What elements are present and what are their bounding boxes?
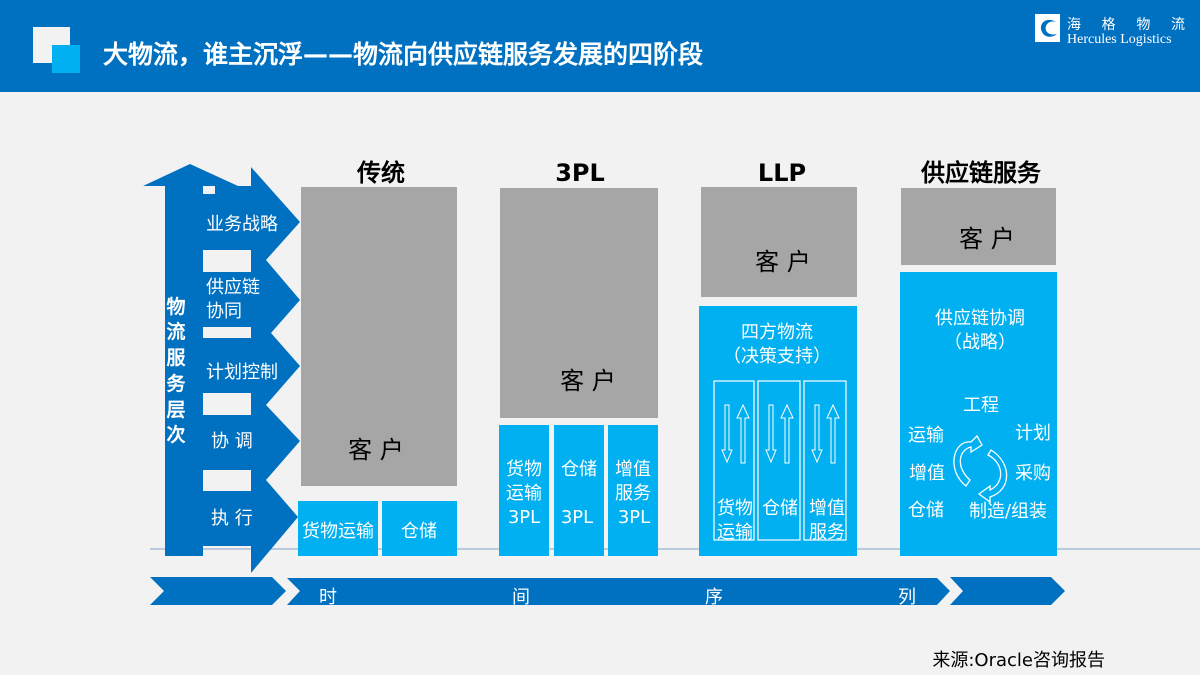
down-arrow-icon: [811, 404, 823, 464]
customer-block: [500, 188, 658, 418]
time-label-char: 序: [705, 587, 723, 608]
page-title: 大物流，谁主沉浮——物流向供应链服务发展的四阶段: [103, 40, 703, 69]
cycle-label: 运输: [908, 425, 944, 446]
up-arrow-icon: [143, 164, 238, 556]
service-frame: [713, 380, 755, 541]
customer-block: [301, 187, 457, 486]
service-label: 仓储: [561, 459, 597, 480]
level-coordination: 协 调: [211, 431, 253, 452]
cycle-label: 制造/组装: [969, 501, 1047, 522]
coordination-subtitle: （战略）: [944, 332, 1016, 353]
service-label: 货物: [506, 459, 542, 480]
cycle-arrows-icon: [953, 434, 1008, 504]
stage-supply-chain-service: 供应链服务 客 户 供应链协调 （战略） 工程 运输 计划 增值 采购 仓储 制…: [900, 159, 1057, 556]
vertical-label-char: 服: [166, 347, 186, 369]
level-supply-chain: 供应链: [206, 277, 260, 298]
level-execution: 执 行: [211, 508, 253, 529]
service-label: 服务: [615, 483, 651, 504]
customer-block: [901, 188, 1056, 265]
stage-title: 传统: [356, 159, 405, 187]
service-label: 服务: [809, 522, 845, 543]
service-box: [298, 501, 378, 556]
up-arrow-icon: [826, 403, 840, 464]
stage-3pl: 3PL 客 户 货物 运输 3PL 仓储 3PL 增值 服务 3PL: [499, 159, 658, 556]
cycle-label: 工程: [963, 395, 999, 416]
stage-traditional: 传统 客 户 货物运输 仓储: [298, 159, 457, 556]
down-arrow-icon: [765, 404, 777, 464]
up-arrow-icon: [780, 403, 794, 464]
level-collaboration: 协同: [206, 301, 242, 322]
service-label: 运输: [717, 522, 753, 543]
chevron-icon: [150, 577, 286, 605]
source-note: 来源:Oracle咨询报告: [932, 650, 1105, 671]
chevron-icon: [287, 578, 950, 605]
service-box: [382, 501, 457, 556]
coordination-title: 供应链协调: [935, 308, 1025, 329]
customer-label: 客 户: [348, 436, 404, 464]
service-label: 运输: [506, 483, 542, 504]
service-label: 增值: [615, 459, 651, 480]
time-label-char: 间: [512, 587, 530, 608]
vertical-label-char: 层: [166, 399, 185, 421]
4pl-title: 四方物流: [741, 322, 813, 343]
stage-title: LLP: [758, 159, 806, 187]
cycle-label: 增值: [909, 463, 945, 484]
service-frame: [757, 380, 801, 541]
logo-en: Hercules Logistics: [1067, 32, 1172, 47]
service-frame: [803, 380, 847, 541]
stage-llp: LLP 客 户 四方物流 （决策支持） 货物 运输 仓储 增值 服务: [699, 159, 857, 556]
cycle-label: 计划: [1015, 423, 1051, 444]
service-box: [499, 425, 549, 556]
4pl-subtitle: （决策支持）: [723, 346, 831, 367]
stage-title: 供应链服务: [920, 159, 1042, 187]
customer-label: 客 户: [560, 367, 616, 395]
cycle-label: 采购: [1015, 463, 1051, 484]
logo-mark-icon: [1035, 14, 1060, 42]
service-box: [608, 425, 658, 556]
up-arrow-icon: [736, 403, 750, 464]
down-arrow-icon: [721, 404, 733, 464]
service-label: 3PL: [508, 507, 540, 528]
deco-square-blue: [52, 45, 80, 73]
vertical-label-char: 次: [166, 423, 185, 446]
service-label: 货物运输: [302, 521, 374, 542]
stage-title: 3PL: [555, 159, 605, 187]
service-label: 仓储: [762, 498, 798, 519]
level-planning-control: 计划控制: [206, 362, 278, 383]
service-label: 仓储: [401, 521, 437, 542]
service-label: 增值: [809, 498, 845, 519]
time-label-char: 时: [319, 587, 337, 608]
service-level-arrow: 物 流 服 务 层 次 业务战略 供应链 协同 计划控制 协 调 执 行: [143, 164, 300, 573]
customer-label: 客 户: [959, 225, 1015, 253]
chevron-icon: [950, 577, 1065, 605]
level-business-strategy: 业务战略: [206, 214, 278, 235]
vertical-label-char: 流: [166, 320, 185, 343]
vertical-label-char: 务: [166, 372, 186, 395]
vertical-label-char: 物: [166, 295, 185, 318]
time-label-char: 列: [898, 587, 916, 608]
cycle-label: 仓储: [908, 500, 944, 521]
service-label: 货物: [717, 498, 753, 519]
service-box: [554, 425, 604, 556]
service-label: 3PL: [561, 507, 593, 528]
time-sequence-arrow: [150, 577, 1065, 605]
service-label: 3PL: [618, 507, 650, 528]
coordination-block: [900, 272, 1057, 556]
header-bar: [0, 0, 1200, 92]
customer-label: 客 户: [755, 248, 811, 276]
customer-block: [701, 187, 857, 297]
